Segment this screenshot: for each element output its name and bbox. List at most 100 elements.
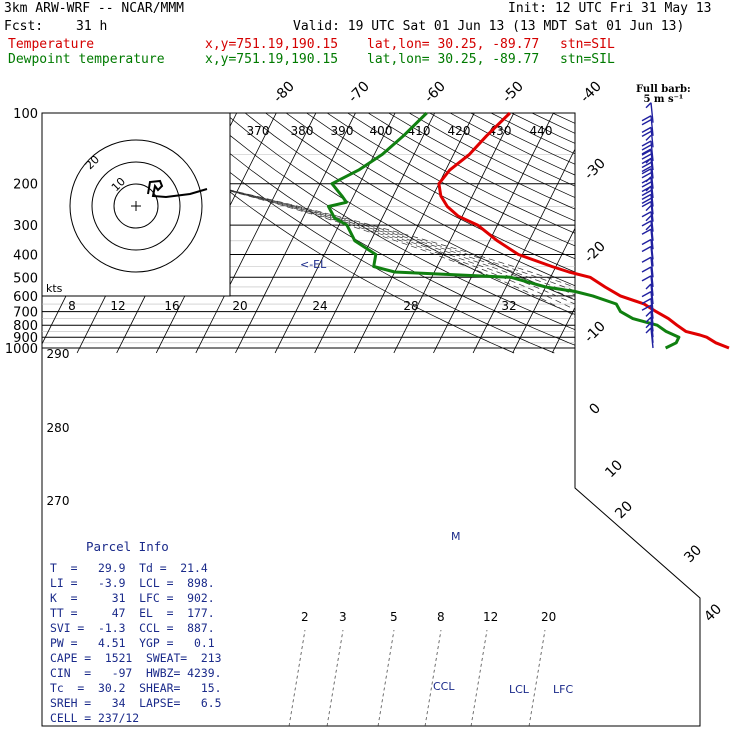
sounding-annotation: M bbox=[451, 530, 461, 543]
init-time: Init: 12 UTC Fri 31 May 13 bbox=[508, 1, 712, 16]
dry-adiabat-line bbox=[470, 113, 700, 354]
pressure-label: 700 bbox=[13, 306, 38, 321]
isotherm-label: -20 bbox=[581, 238, 608, 265]
isotherm-line bbox=[433, 113, 560, 354]
wind-barb-flag bbox=[641, 130, 652, 137]
hodograph-kts-label: kts bbox=[46, 282, 63, 295]
wind-barb-staff bbox=[650, 115, 654, 136]
wind-barb-flag bbox=[641, 157, 652, 165]
wind-barb-staff bbox=[650, 177, 654, 199]
wind-barb-flag bbox=[641, 245, 652, 253]
wind-barb-flag bbox=[641, 149, 652, 156]
theta-label: 380 bbox=[291, 124, 314, 138]
isotherm-line bbox=[711, 102, 740, 353]
wind-barb-flag bbox=[641, 185, 652, 193]
wind-barb-staff bbox=[650, 168, 654, 189]
dew-xy: x,y=751.19,190.15 bbox=[205, 52, 339, 67]
valid-time: Valid: 19 UTC Sat 01 Jun 13 (13 MDT Sat … bbox=[293, 19, 685, 34]
wind-barb-flag bbox=[641, 119, 652, 126]
isotherm-label: -10 bbox=[581, 318, 608, 345]
wind-barb-flag bbox=[641, 161, 652, 169]
theta-label: 390 bbox=[331, 124, 354, 138]
dry-adiabat-line bbox=[490, 113, 700, 354]
speed-axis-label: 20 bbox=[232, 299, 247, 313]
wind-barb-flag bbox=[645, 224, 652, 231]
wind-barb-flag bbox=[641, 165, 652, 173]
parcel-row: CIN = -97 HWBZ= 4239. bbox=[50, 666, 222, 680]
pressure-label: 900 bbox=[13, 331, 38, 346]
wind-barb-flag bbox=[645, 215, 652, 222]
fcst-label: Fcst: bbox=[4, 19, 44, 34]
wind-barb-staff bbox=[650, 127, 654, 148]
wind-barb-flag bbox=[645, 283, 652, 290]
wind-barb-flag bbox=[641, 177, 652, 184]
parcel-row: K = 31 LFC = 902. bbox=[50, 591, 215, 605]
wind-barb-flag bbox=[641, 115, 652, 122]
sounding-annotation: LFC bbox=[553, 683, 573, 696]
hodograph-ring bbox=[91, 161, 181, 251]
wind-barb-flag bbox=[641, 266, 652, 273]
pressure-label: 300 bbox=[13, 219, 38, 234]
dry-adiabat-line bbox=[552, 113, 700, 354]
hodograph-trace bbox=[147, 179, 208, 199]
wind-barb-flag bbox=[641, 140, 652, 147]
isotherm-label: 0 bbox=[586, 400, 604, 418]
isotherm-label: 40 bbox=[701, 601, 725, 625]
parcel-row: SREH = 34 LAPSE= 6.5 bbox=[50, 696, 222, 710]
moist-adiabat-line bbox=[202, 183, 632, 354]
isotherm-line bbox=[551, 113, 678, 354]
pressure-label: 800 bbox=[13, 319, 38, 334]
sounding-annotation: <-EL bbox=[300, 258, 327, 271]
wind-barb-flag bbox=[641, 153, 652, 160]
wind-barb-flag bbox=[645, 102, 652, 109]
dry-adiabat-line bbox=[285, 113, 700, 354]
fcst-value: 31 h bbox=[76, 19, 108, 34]
speed-axis-label: 24 bbox=[312, 299, 327, 313]
wind-barb-staff bbox=[650, 150, 654, 171]
moist-adiabat-line bbox=[202, 183, 648, 354]
pressure-label: 1000 bbox=[5, 342, 38, 357]
wind-barb-flag bbox=[641, 256, 652, 263]
mixing-ratio-label: 12 bbox=[483, 610, 498, 624]
parcel-row: LI = -3.9 LCL = 898. bbox=[50, 576, 215, 590]
dry-adiabat-line bbox=[367, 113, 700, 354]
wind-barb-staff bbox=[650, 186, 654, 207]
pressure-label: 400 bbox=[13, 248, 38, 263]
wind-barb-flag bbox=[645, 316, 652, 323]
wind-barb-staff bbox=[650, 211, 654, 232]
mixing-ratio-label: 5 bbox=[390, 610, 398, 624]
theta-label: 420 bbox=[448, 124, 471, 138]
dry-adiabat-line bbox=[306, 113, 700, 354]
temp-label: Temperature bbox=[8, 37, 95, 52]
wind-barb-staff bbox=[650, 194, 654, 215]
wind-barb-staff bbox=[650, 283, 654, 305]
wind-barb-flag bbox=[645, 310, 652, 317]
mixing-ratio-label: 2 bbox=[301, 610, 309, 624]
hodograph-ring bbox=[69, 139, 203, 273]
parcel-row: TT = 47 EL = 177. bbox=[50, 606, 215, 620]
moist-adiabat-line bbox=[202, 183, 664, 354]
isotherm-label: 30 bbox=[681, 542, 705, 566]
wind-barb-flag bbox=[641, 144, 652, 151]
wind-barb-flag bbox=[645, 205, 652, 212]
wind-barb-staff bbox=[650, 102, 654, 123]
speed-axis-label: 8 bbox=[68, 299, 76, 313]
wind-barb-flag bbox=[641, 168, 652, 175]
dew-label: Dewpoint temperature bbox=[8, 52, 165, 67]
mixing-ratio-line bbox=[528, 629, 546, 727]
mixing-ratio-label: 8 bbox=[437, 610, 445, 624]
parcel-row: SVI = -1.3 CCL = 887. bbox=[50, 621, 215, 635]
model-title: 3km ARW-WRF -- NCAR/MMM bbox=[4, 1, 185, 16]
speed-axis-label: 28 bbox=[403, 299, 418, 313]
mixing-ratio-label: 20 bbox=[541, 610, 556, 624]
mixing-ratio-line bbox=[377, 629, 395, 727]
dry-adiabat-line bbox=[531, 113, 700, 354]
isotherm-line bbox=[591, 113, 700, 354]
wind-barb-flag bbox=[641, 193, 652, 200]
isotherm-line bbox=[195, 113, 322, 354]
temp-latlon: lat,lon= 30.25, -89.77 bbox=[367, 37, 540, 52]
mixing-ratio-label: 3 bbox=[339, 610, 347, 624]
pressure-label: 500 bbox=[13, 271, 38, 286]
